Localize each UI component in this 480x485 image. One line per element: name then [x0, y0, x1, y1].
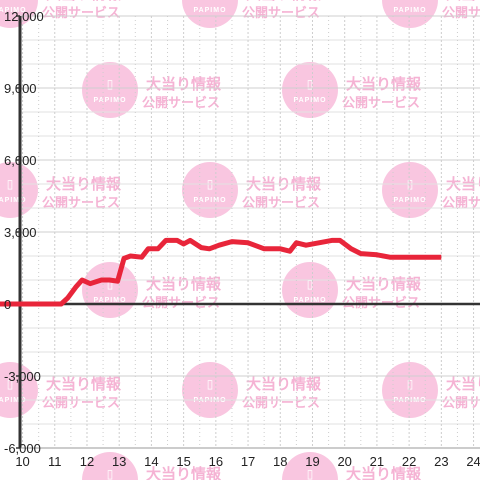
x-tick-label: 13	[112, 454, 126, 469]
watermark-logo-text: PAPIMO	[293, 297, 326, 304]
watermark-logo-glyph: ▯	[107, 77, 114, 91]
x-tick-label: 10	[15, 454, 29, 469]
watermark-line1: 大当り情報	[46, 375, 122, 393]
watermark-line1: 大当り情報	[446, 375, 480, 393]
x-tick-label: 21	[370, 454, 384, 469]
x-tick-label: 16	[209, 454, 223, 469]
watermark-circle	[382, 0, 438, 28]
watermark-line2: 公開サービス	[42, 195, 120, 210]
x-tick-label: 17	[241, 454, 255, 469]
watermark-line2: 公開サービス	[242, 395, 320, 410]
watermark-line1: 大当り情報	[146, 465, 222, 480]
x-tick-label: 20	[337, 454, 351, 469]
watermark-logo-glyph: ▯	[7, 377, 14, 391]
watermark-line2: 公開サービス	[142, 295, 220, 310]
watermark-line2: 公開サービス	[242, 5, 320, 20]
y-tick-label: 12,000	[4, 9, 44, 24]
watermark-circle	[0, 0, 38, 28]
x-tick-label: 18	[273, 454, 287, 469]
watermark-logo-glyph: ▯	[207, 377, 214, 391]
watermark-logo-glyph: ▯	[7, 0, 14, 1]
watermark-line1: 大当り情報	[346, 75, 422, 93]
y-tick-label: 3,000	[4, 225, 37, 240]
watermark-logo-text: PAPIMO	[193, 7, 226, 14]
watermark-logo-text: PAPIMO	[93, 297, 126, 304]
series-line-0	[0, 237, 442, 307]
x-tick-label: 22	[402, 454, 416, 469]
series	[0, 237, 442, 307]
watermark-logo-text: PAPIMO	[0, 397, 27, 404]
watermark-line2: 公開サービス	[42, 395, 120, 410]
watermark-logo-glyph: ▯	[307, 467, 314, 480]
watermark-line2: 公開サービス	[442, 395, 480, 410]
watermark-line2: 公開サービス	[442, 195, 480, 210]
watermark-line2: 公開サービス	[142, 95, 220, 110]
watermark-logo-glyph: ▯	[107, 467, 114, 480]
y-tick-label: 6,000	[4, 153, 37, 168]
watermark-logo-text: PAPIMO	[0, 197, 27, 204]
watermark-line1: 大当り情報	[446, 0, 480, 3]
y-tick-label: 9,000	[4, 81, 37, 96]
watermark-logo-glyph: ▯	[107, 277, 114, 291]
watermark-logo-glyph: ▯	[407, 377, 414, 391]
watermark-line1: 大当り情報	[246, 375, 322, 393]
x-tick-label: 15	[176, 454, 190, 469]
y-tick-label: -3,000	[4, 369, 41, 384]
watermark-logo-text: PAPIMO	[393, 197, 426, 204]
watermark-line1: 大当り情報	[346, 465, 422, 480]
watermark-logo-glyph: ▯	[207, 0, 214, 1]
y-tick-label: 0	[4, 297, 11, 312]
watermark-logo-glyph: ▯	[7, 177, 14, 191]
x-tick-label: 11	[48, 454, 62, 469]
watermark-line1: 大当り情報	[246, 0, 322, 3]
x-tick-label: 19	[305, 454, 319, 469]
watermark-circle	[82, 452, 138, 485]
watermark-line1: 大当り情報	[346, 275, 422, 293]
watermark-circle	[282, 452, 338, 485]
watermark-line1: 大当り情報	[46, 0, 122, 3]
axes	[16, 15, 480, 449]
x-tick-label: 14	[144, 454, 158, 469]
watermark-line2: 公開サービス	[342, 95, 420, 110]
watermark-line2: 公開サービス	[342, 295, 420, 310]
watermark-logo-glyph: ▯	[307, 277, 314, 291]
watermark-logo-glyph: ▯	[307, 77, 314, 91]
watermark-line2: 公開サービス	[42, 5, 120, 20]
watermark-line2: 公開サービス	[242, 195, 320, 210]
watermark-circle	[82, 62, 138, 118]
x-tick-label: 12	[80, 454, 94, 469]
watermark-circle	[382, 162, 438, 218]
y-tick-label: -6,000	[4, 441, 41, 456]
watermark-logo-text: PAPIMO	[0, 7, 27, 14]
x-tick-label: 24	[466, 454, 480, 469]
watermark-logo-text: PAPIMO	[193, 197, 226, 204]
watermark-circle	[182, 0, 238, 28]
x-tick-label: 23	[434, 454, 448, 469]
watermark-line2: 公開サービス	[442, 5, 480, 20]
watermark-logo-text: PAPIMO	[93, 97, 126, 104]
watermark-logo-text: PAPIMO	[293, 97, 326, 104]
watermark-circle	[182, 162, 238, 218]
watermark-logo-text: PAPIMO	[393, 7, 426, 14]
watermark-logo-glyph: ▯	[407, 0, 414, 1]
